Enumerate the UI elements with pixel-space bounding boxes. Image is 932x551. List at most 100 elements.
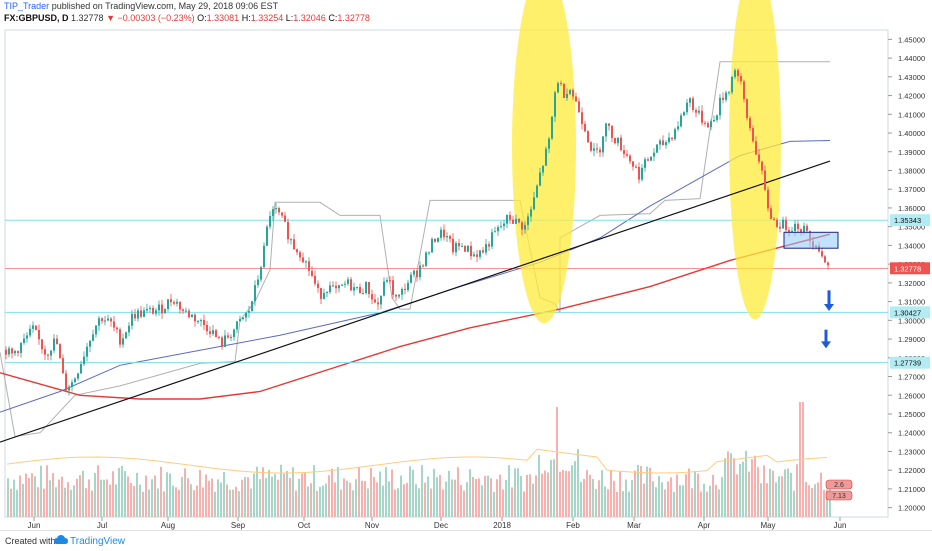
candle-body	[326, 292, 328, 294]
candle-body	[563, 83, 565, 98]
candle-body	[23, 338, 25, 343]
candle-body	[302, 257, 304, 263]
volume-bar	[661, 482, 663, 517]
volume-bar	[598, 480, 600, 517]
candle-body	[35, 325, 37, 330]
candle-body	[29, 328, 31, 336]
author-name[interactable]: TIP_Trader	[4, 1, 50, 11]
volume-bar	[607, 489, 609, 517]
candle-body	[263, 245, 265, 268]
price-change: −0.00303 (−0.23%)	[117, 13, 195, 23]
candle-body	[266, 226, 268, 246]
candle-body	[359, 286, 361, 294]
volume-bar	[55, 487, 57, 517]
candle-body	[290, 239, 292, 241]
volume-bar	[265, 478, 267, 517]
volume-bar	[184, 468, 186, 517]
candle-body	[614, 137, 616, 144]
volume-bar	[442, 489, 444, 517]
candle-body	[368, 282, 370, 295]
candle-body	[62, 358, 64, 374]
candle-body	[242, 317, 244, 320]
candle-body	[305, 261, 307, 263]
volume-bar	[319, 486, 321, 517]
volume-bar	[652, 481, 654, 517]
candle-body	[449, 236, 451, 239]
candle-body	[260, 267, 262, 280]
price-tick-label: 1.37000	[898, 185, 925, 194]
volume-bar	[109, 484, 111, 517]
volume-bar	[52, 473, 54, 517]
candle-body	[806, 225, 808, 231]
candle-body	[596, 148, 598, 150]
volume-bar	[697, 473, 699, 517]
candle-body	[650, 156, 652, 161]
volume-bar	[565, 470, 567, 517]
volume-bar	[706, 491, 708, 517]
candle-body	[137, 310, 139, 319]
candle-body	[317, 283, 319, 289]
candle-body	[269, 216, 271, 227]
volume-bar	[694, 471, 696, 517]
volume-bar	[670, 477, 672, 517]
candle-body	[461, 246, 463, 248]
candle-body	[401, 288, 403, 295]
candle-body	[635, 166, 637, 168]
volume-bar	[274, 474, 276, 517]
candle-body	[83, 356, 85, 365]
volume-bar	[205, 474, 207, 517]
volume-bar	[388, 481, 390, 517]
candle-body	[428, 252, 430, 254]
candle-body	[275, 207, 277, 210]
candle-body	[731, 76, 733, 93]
candle-body	[371, 294, 373, 300]
time-tick-label: Jun	[834, 521, 847, 530]
candle-body	[65, 373, 67, 391]
candle-body	[704, 122, 706, 124]
price-chart[interactable]: 1.45000 1.44000 1.43000 1.42000 1.41000 1.400…	[0, 0, 932, 530]
candle-body	[443, 229, 445, 238]
volume-bar	[580, 481, 582, 517]
volume-bar	[247, 477, 249, 517]
candle-body	[599, 149, 601, 153]
time-axis: Jun Jul Aug Sep Oct Nov Dec 2018 Feb Mar Apr May Jun	[28, 517, 847, 530]
volume-bar	[424, 482, 426, 517]
candle-body	[770, 208, 772, 219]
candle-body	[722, 97, 724, 100]
candle-body	[230, 337, 232, 339]
volume-bar	[262, 467, 264, 517]
time-tick-label: Sep	[231, 521, 246, 530]
volume-bar	[154, 475, 156, 517]
price-tick-label: 1.22000	[898, 466, 925, 475]
candle-body	[182, 309, 184, 312]
price-tick-label: 1.36000	[898, 204, 925, 213]
tradingview-brand[interactable]: TradingView	[70, 536, 126, 547]
candle-body	[758, 154, 760, 162]
candle-body	[764, 170, 766, 190]
volume-bar	[550, 460, 552, 517]
volume-bar	[115, 484, 117, 517]
candle-body	[665, 142, 667, 146]
candle-body	[629, 155, 631, 162]
volume-bar	[640, 465, 642, 517]
candle-body	[164, 308, 166, 314]
volume-histogram: 2.6 7.13	[6, 402, 853, 517]
candle-body	[683, 112, 685, 116]
candle-body	[545, 148, 547, 166]
candle-body	[737, 70, 739, 77]
candle-body	[101, 318, 103, 322]
candle-body	[161, 304, 163, 314]
volume-bar	[58, 479, 60, 517]
volume-bar	[46, 465, 48, 517]
price-tick-label: 1.42000	[898, 92, 925, 101]
volume-bar	[217, 479, 219, 517]
candle-body	[131, 313, 133, 326]
candle-body	[725, 92, 727, 100]
volume-badge-label: 2.6	[834, 482, 844, 489]
volume-bar	[610, 470, 612, 517]
volume-bar	[631, 479, 633, 517]
volume-bar	[190, 484, 192, 517]
candle-body	[254, 285, 256, 302]
volume-bar	[34, 476, 36, 517]
candle-body	[452, 238, 454, 253]
